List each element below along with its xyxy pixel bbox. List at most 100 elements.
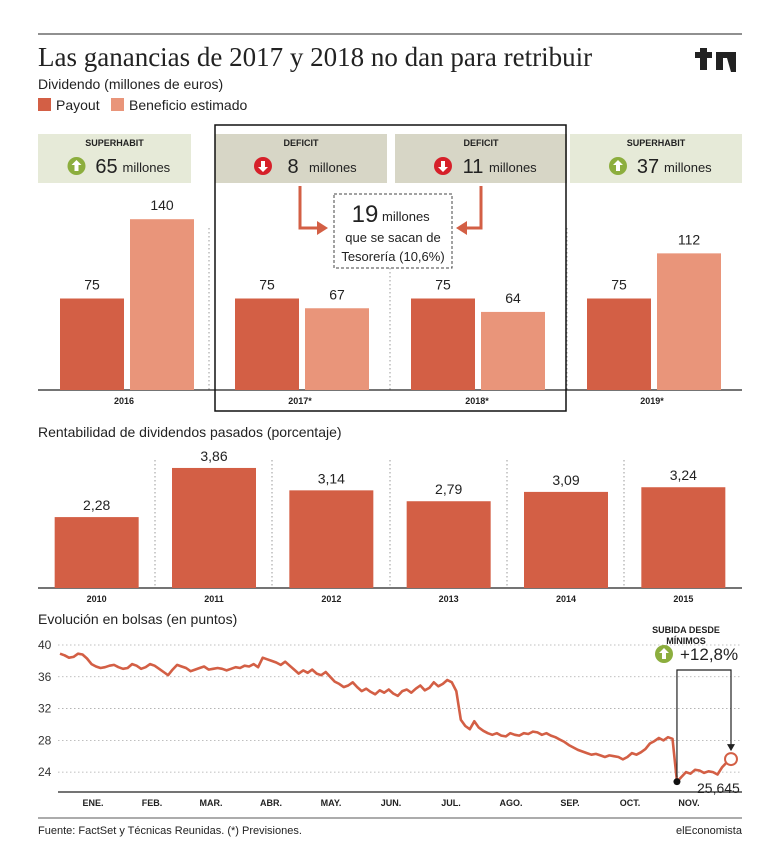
legend-label-beneficio: Beneficio estimado <box>129 97 248 113</box>
yield-bar-value: 2,28 <box>83 497 110 513</box>
legend-label-payout: Payout <box>56 97 100 113</box>
y-tick-label: 36 <box>38 670 52 684</box>
x-tick-label: ENE. <box>82 798 103 808</box>
yield-category-label: 2010 <box>87 594 107 604</box>
yield-bar <box>524 491 608 588</box>
bar-payout <box>60 298 124 390</box>
bar-value-payout: 75 <box>611 277 627 293</box>
bar-value-beneficio: 67 <box>329 286 345 302</box>
annotation-line3: Tesorería (10,6%) <box>341 249 444 264</box>
up-arrow-icon <box>67 157 86 175</box>
balance-value: 65 <box>95 156 117 178</box>
page-title: Las ganancias de 2017 y 2018 no dan para… <box>38 42 592 72</box>
legend: Payout Beneficio estimado <box>38 97 248 113</box>
legend-swatch-beneficio <box>111 98 124 111</box>
balance-unit: millones <box>489 160 537 175</box>
brand-name: elEconomista <box>676 825 743 837</box>
rise-bracket <box>676 669 735 778</box>
balance-value: 11 <box>463 156 484 178</box>
dividend-chart: SUPERHABIT 65 millones 75 140 2016 DEFICIT 8 mil… <box>38 124 742 412</box>
rise-value: +12,8% <box>680 645 738 664</box>
down-arrow-icon <box>434 157 452 175</box>
yield-category-label: 2011 <box>204 594 224 604</box>
rise-label-1: SUBIDA DESDE <box>652 625 720 635</box>
balance-value: 8 <box>287 156 298 178</box>
x-tick-label: JUN. <box>381 798 402 808</box>
y-tick-label: 32 <box>38 702 52 716</box>
balance-label: SUPERHABIT <box>627 138 686 148</box>
balance-label: SUPERHABIT <box>85 138 144 148</box>
x-tick-label: SEP. <box>560 798 579 808</box>
yield-bar <box>641 487 726 588</box>
x-tick-label: FEB. <box>142 798 163 808</box>
x-tick-label: ABR. <box>260 798 282 808</box>
arrow-left-icon <box>456 186 483 235</box>
yield-category-label: 2012 <box>321 594 341 604</box>
stock-series-line <box>59 652 732 783</box>
min-point <box>673 778 681 786</box>
balance-unit: millones <box>309 160 357 175</box>
yield-category-label: 2013 <box>439 594 459 604</box>
last-value-label: 25,645 <box>697 780 740 796</box>
bar-value-payout: 75 <box>435 277 451 293</box>
yield-bar <box>289 490 374 588</box>
bar-value-beneficio: 112 <box>678 231 701 247</box>
bar-value-payout: 75 <box>84 277 100 293</box>
yield-bar <box>406 501 491 588</box>
bar-payout <box>587 298 651 390</box>
category-label: 2018* <box>465 396 489 406</box>
bar-beneficio <box>657 253 721 390</box>
category-label: 2017* <box>288 396 312 406</box>
x-tick-label: MAY. <box>321 798 342 808</box>
x-tick-label: OCT. <box>620 798 641 808</box>
arrow-right-icon <box>298 186 328 235</box>
x-tick-label: MAR. <box>200 798 223 808</box>
category-label: 2019* <box>640 396 664 406</box>
bar-beneficio <box>305 308 369 390</box>
last-point <box>724 752 738 767</box>
y-tick-label: 24 <box>38 765 52 779</box>
stock-chart: 40 36 32 28 24 ENE. FEB. MAR. ABR. MAY. JUN. JUL. AG… <box>38 625 742 808</box>
yield-bar-value: 3,24 <box>670 467 697 483</box>
up-arrow-icon <box>655 645 673 663</box>
bar-beneficio <box>130 219 194 390</box>
annotation-box <box>333 193 453 269</box>
tr-logo: tr <box>695 48 736 72</box>
balance-box <box>215 134 387 183</box>
yield-bar-value: 3,14 <box>318 470 345 486</box>
y-tick-label: 40 <box>38 638 52 652</box>
annotation-line1: millones <box>382 209 430 224</box>
balance-label: DEFICIT <box>464 138 500 148</box>
yield-bar-value: 3,09 <box>552 472 579 488</box>
balance-box <box>38 134 191 183</box>
y-tick-label: 28 <box>38 733 52 747</box>
bar-value-beneficio: 140 <box>150 197 174 213</box>
balance-box <box>570 134 742 183</box>
yield-category-label: 2015 <box>673 594 693 604</box>
yield-bar <box>172 467 256 588</box>
rise-label-2: MÍNIMOS <box>666 636 706 646</box>
balance-value: 37 <box>637 156 659 178</box>
annotation-line2: que se sacan de <box>345 230 440 245</box>
yield-bar-value: 3,86 <box>200 448 227 464</box>
yield-chart: 2,28 2010 3,86 2011 3,14 2012 2,79 2013 3,09 2014… <box>38 448 742 604</box>
down-arrow-icon <box>254 157 272 175</box>
annotation-big-number: 19 <box>352 201 379 228</box>
balance-label: DEFICIT <box>284 138 320 148</box>
bar-value-beneficio: 64 <box>505 290 521 306</box>
category-label: 2016 <box>114 396 134 406</box>
legend-swatch-payout <box>38 98 51 111</box>
yield-category-label: 2014 <box>556 594 576 604</box>
source-note: Fuente: FactSet y Técnicas Reunidas. (*)… <box>38 825 302 837</box>
yield-chart-title: Rentabilidad de dividendos pasados (porc… <box>38 424 342 440</box>
stock-chart-title: Evolución en bolsas (en puntos) <box>38 611 237 627</box>
dividend-chart-title: Dividendo (millones de euros) <box>38 76 223 92</box>
x-tick-label: JUL. <box>441 798 461 808</box>
x-tick-label: AGO. <box>499 798 522 808</box>
balance-unit: millones <box>123 160 171 175</box>
bar-beneficio <box>481 311 545 390</box>
bar-value-payout: 75 <box>259 277 275 293</box>
deficit-frame <box>214 124 567 412</box>
balance-box <box>395 134 567 183</box>
